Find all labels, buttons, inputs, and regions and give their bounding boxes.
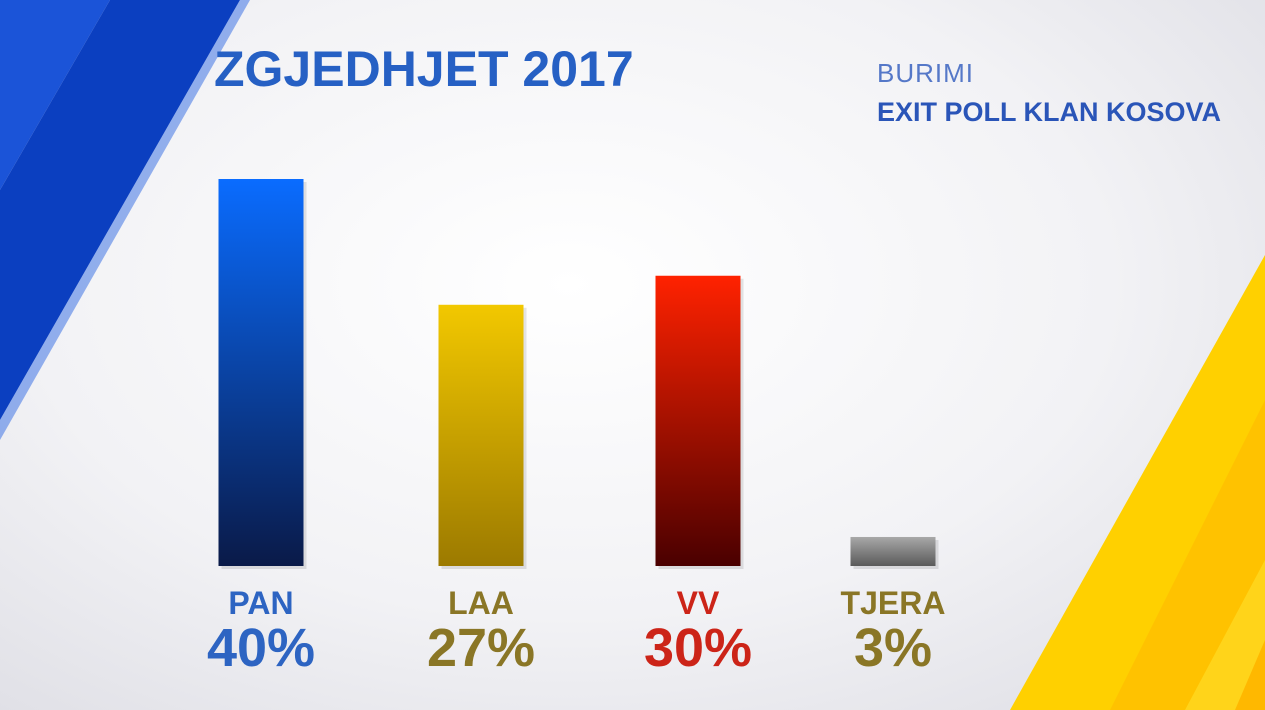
value-label-tjera: 3% [854,618,932,678]
category-label-vv: VV [677,585,720,621]
yellow-stripe-edge [1235,640,1265,710]
value-label-pan: 40% [207,618,315,678]
value-label-laa: 27% [427,618,535,678]
category-label-laa: LAA [448,585,514,621]
page-title: ZGJEDHJET 2017 [214,41,634,97]
bar-laa [438,304,524,566]
bar-vv [655,275,741,566]
bar-tjera [850,536,936,566]
category-label-tjera: TJERA [841,585,946,621]
category-label-pan: PAN [228,585,293,621]
bars-group [218,179,939,569]
yellow-stripe-inner [1185,560,1265,710]
blue-stripe-light [0,0,250,440]
value-label-vv: 30% [644,618,752,678]
source-label: BURIMI [877,58,974,88]
source-name: EXIT POLL KLAN KOSOVA [877,97,1222,127]
yellow-stripe-mid [1110,400,1265,710]
bar-pan [218,179,304,566]
